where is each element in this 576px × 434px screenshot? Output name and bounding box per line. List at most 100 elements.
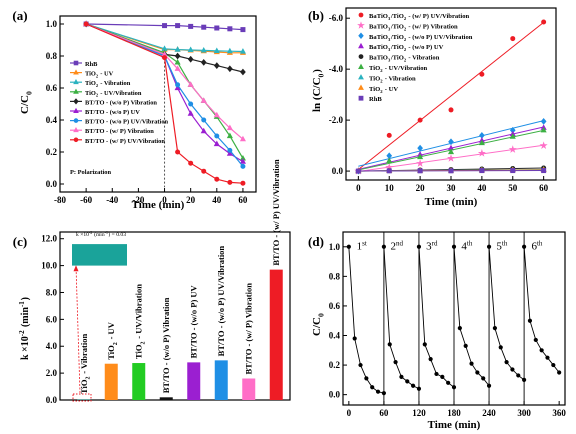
x-tick-label: -20	[132, 195, 144, 205]
y-tick-label: 4.0	[46, 341, 58, 351]
data-point	[486, 244, 492, 249]
plot-frame	[59, 231, 291, 401]
data-point	[226, 124, 233, 131]
legend-marker	[358, 63, 364, 70]
text-run: 2	[404, 26, 407, 31]
text-run: 2	[380, 68, 383, 73]
bar-category-label: TiO2 - UV	[106, 321, 119, 359]
data-point	[416, 159, 425, 167]
data-point	[510, 36, 516, 42]
data-point	[213, 111, 220, 118]
cycle-6: 6th	[522, 240, 562, 375]
legend-entry: BaTiO3 /TiO2 - (w/o P) UV/Vibration	[358, 32, 473, 42]
x-tick-label: 240	[482, 408, 496, 418]
data-point	[411, 383, 416, 388]
text-run: - Vibration	[383, 75, 416, 82]
cycle-3: 3rd	[416, 240, 457, 390]
text-run: RhB	[85, 61, 98, 68]
legend-label: BT/TO - (w/o P) UV	[85, 109, 140, 116]
data-point	[451, 385, 457, 390]
legend-marker	[358, 95, 364, 101]
cycle-ordinal: rd	[432, 240, 438, 248]
text-run: TiO	[85, 80, 96, 87]
cycle-line	[383, 246, 420, 390]
x-tick-label: -60	[80, 195, 92, 205]
text-run: TiO	[85, 90, 96, 97]
text-run: 3	[388, 47, 391, 52]
x-tick-label: 0	[347, 408, 352, 418]
bar	[104, 363, 118, 400]
legend-entry: RhB	[70, 60, 98, 68]
y-tick-label: 0.2	[46, 147, 58, 157]
y-tick-label: 0.0	[46, 179, 58, 189]
legend-marker	[358, 84, 364, 90]
cycle-number: 6	[531, 241, 537, 253]
cycle-number: 5	[496, 241, 502, 253]
text-run: BT/TO - (w/o P) UV/Vibration	[85, 119, 169, 126]
data-point	[510, 367, 515, 372]
bar	[187, 362, 201, 400]
cycle-label: 1st	[357, 240, 367, 253]
legend-marker	[73, 118, 79, 123]
bar-category-label: BT/TO - (w/ P) Vibration	[244, 283, 254, 375]
data-point	[227, 65, 233, 73]
legend-label: RhB	[369, 96, 382, 103]
text-run: BT/TO - (w/o P) UV	[85, 109, 140, 116]
y-tick-label: 1.0	[329, 242, 341, 252]
cycle-line	[523, 246, 560, 373]
y-tick-label: 1.0	[46, 19, 58, 29]
legend-label: BT/TO - (w/ P) Vibration	[85, 128, 154, 135]
text-run: BaTiO	[369, 13, 388, 20]
panel-label: (a)	[12, 8, 27, 23]
data-point	[448, 107, 454, 113]
x-axis-title: Time (min)	[132, 199, 185, 211]
data-point	[448, 168, 454, 174]
text-run: /	[390, 23, 393, 30]
data-point	[381, 244, 386, 249]
y-tick-label: 2.0	[46, 368, 58, 378]
bar	[159, 397, 173, 400]
panel-label: (d)	[308, 234, 324, 249]
data-point	[200, 46, 207, 53]
legend-entry: TiO2 - UV	[358, 84, 398, 94]
legend-marker	[358, 12, 364, 18]
text-run: (min	[93, 231, 105, 238]
legend-label: BaTiO3 /TiO2 - (w/o P) UV/Vibration	[369, 34, 473, 42]
text-run: 2	[96, 74, 99, 79]
data-point	[417, 153, 424, 160]
data-point	[201, 117, 207, 123]
text-run: -2	[18, 330, 26, 336]
text-run: BT/TO - (w/ P) Vibration	[85, 128, 154, 135]
y-axis-title: C/C0	[19, 90, 33, 114]
data-point	[457, 326, 462, 331]
legend-entry: BaTiO3 /TiO2 - (w/ P) Vibration	[357, 21, 458, 31]
legend-label: TiO2 - UV/Vibration	[369, 65, 428, 73]
legend-label: RhB	[85, 61, 98, 68]
data-point	[200, 59, 207, 66]
y-tick-label: 0.0	[332, 166, 344, 176]
data-point	[508, 145, 517, 153]
zoom-arrow	[75, 266, 81, 394]
legend-label: TiO2 - Vibration	[85, 80, 131, 88]
data-point	[239, 48, 246, 54]
series-line	[85, 23, 243, 53]
text-run: - (w/ P) Vibration	[407, 23, 458, 30]
text-run: C/C	[19, 95, 31, 114]
panel-label: (b)	[308, 8, 324, 23]
cycle-ordinal: th	[467, 240, 473, 248]
text-run: )	[311, 69, 323, 73]
cycle-5: 5th	[486, 240, 527, 382]
text-run: 2	[404, 37, 407, 42]
bar	[242, 378, 256, 400]
legend-entry: TiO2 - UV	[70, 69, 114, 79]
text-run: BT/TO - (w/o P) Vibration	[161, 297, 171, 393]
cycle-number: 3	[426, 241, 432, 253]
y-axis-title: k ×10-2 (min-1 )	[18, 297, 31, 360]
data-point	[227, 179, 233, 185]
x-tick-label: 20	[416, 183, 426, 193]
legend-entry: BT/TO - (w/o P) UV	[70, 107, 140, 116]
annotation: P: Polarization	[70, 169, 111, 176]
series-8	[355, 168, 547, 174]
text-run: 0	[316, 73, 325, 77]
